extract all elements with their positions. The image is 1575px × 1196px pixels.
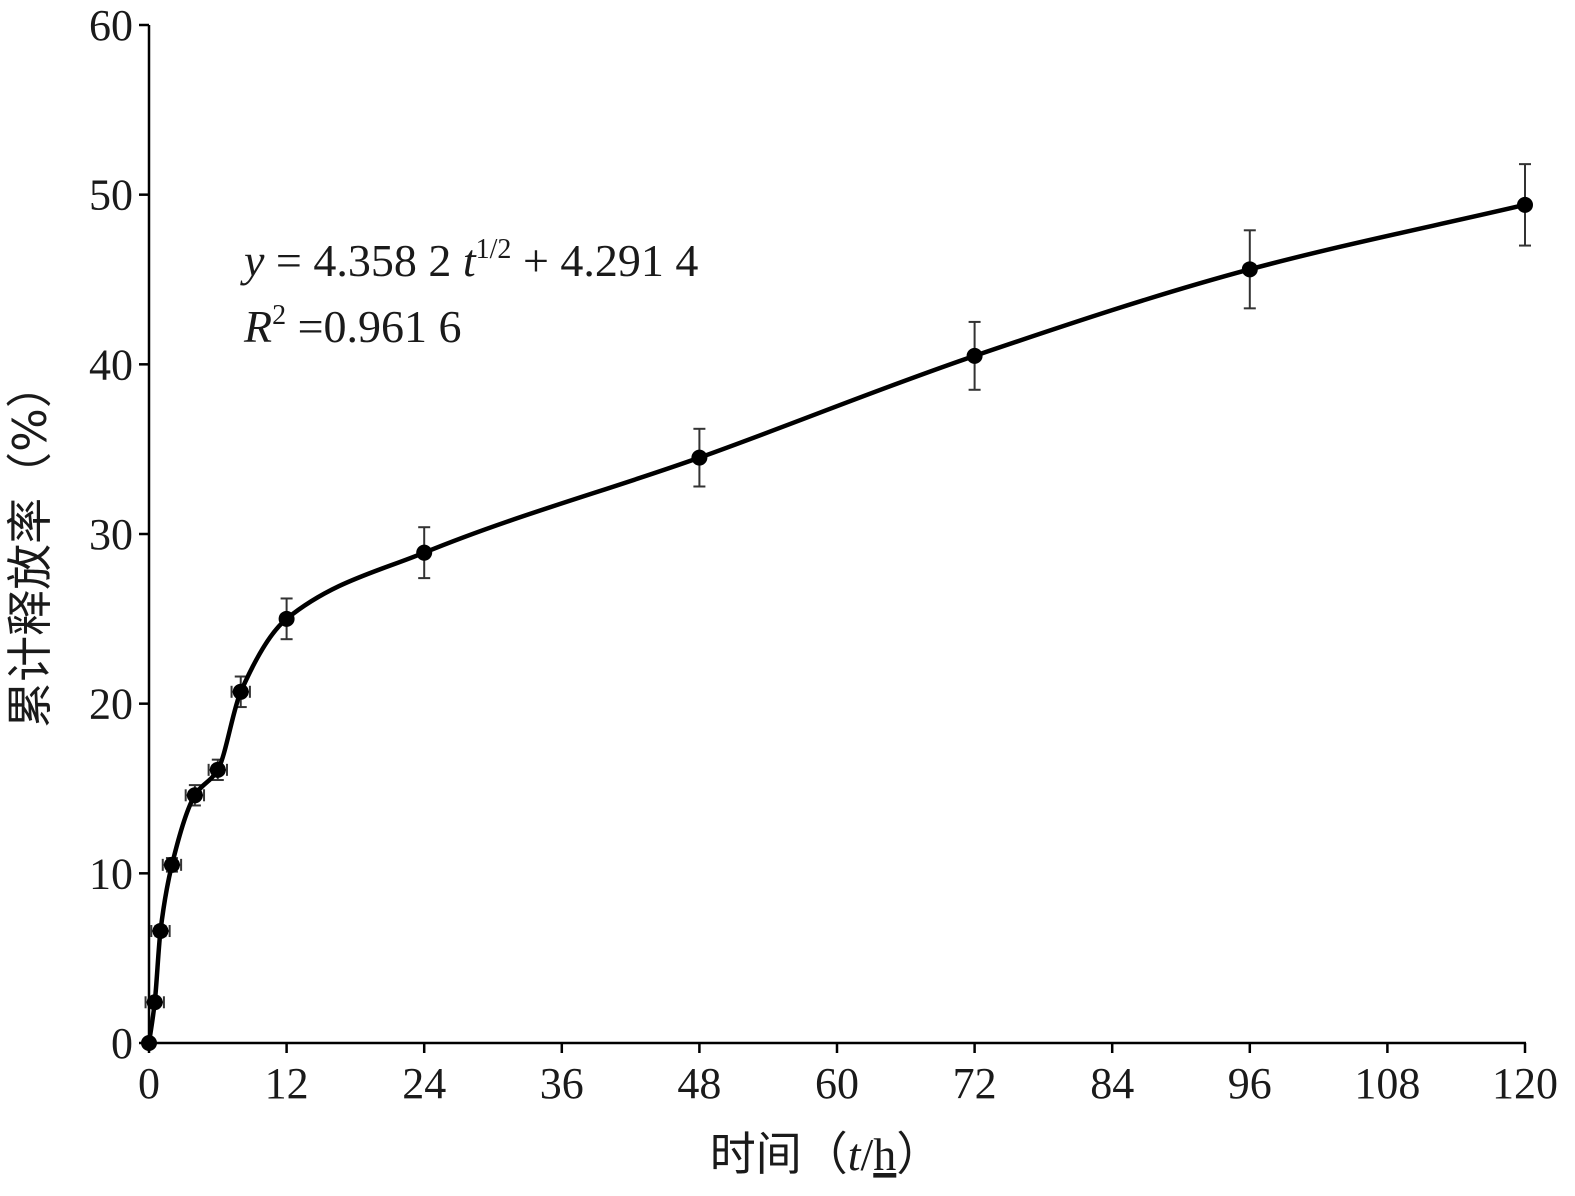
- data-point: [232, 683, 249, 700]
- data-point: [1517, 196, 1533, 213]
- x-tick-label: 12: [265, 1059, 309, 1108]
- data-points: [141, 196, 1533, 1051]
- x-tick-label: 96: [1228, 1059, 1272, 1108]
- y-tick-label: 30: [89, 510, 133, 559]
- data-point: [209, 761, 226, 778]
- x-tick-label: 48: [677, 1059, 721, 1108]
- data-point: [416, 544, 433, 561]
- data-point: [152, 923, 169, 940]
- y-tick-label: 10: [89, 849, 133, 898]
- data-point: [1241, 261, 1258, 278]
- x-axis-ticks: 0 12 24 36 48 60 72 84 96 108 120: [138, 1043, 1558, 1108]
- y-tick-label: 40: [89, 340, 133, 389]
- x-tick-label: 24: [402, 1059, 446, 1108]
- data-point: [691, 449, 708, 466]
- data-point: [278, 610, 295, 627]
- x-tick-label: 0: [138, 1059, 160, 1108]
- error-bars: [144, 163, 1531, 1009]
- x-axis-title: 时间（t/h）: [710, 1127, 943, 1181]
- data-point: [966, 347, 983, 364]
- y-tick-label: 20: [89, 680, 133, 729]
- x-tick-label: 84: [1090, 1059, 1134, 1108]
- fit-r-squared: R2 =0.961 6: [243, 300, 462, 352]
- y-tick-label: 0: [111, 1019, 133, 1068]
- x-tick-label: 72: [953, 1059, 997, 1108]
- y-tick-label: 50: [89, 171, 133, 220]
- y-tick-label: 60: [89, 1, 133, 50]
- y-axis-ticks: 0 10 20 30 40 50 60: [89, 1, 149, 1068]
- data-point: [141, 1035, 157, 1051]
- series-line: [146, 202, 1528, 1046]
- data-point: [163, 856, 180, 873]
- data-point: [146, 994, 163, 1011]
- y-axis-title: 累计释放率（%）: [3, 362, 57, 728]
- fit-equation: y = 4.358 2 t1/2 + 4.291 4: [240, 234, 698, 286]
- data-point: [186, 787, 203, 804]
- axes: [147, 25, 1526, 1045]
- x-tick-label: 60: [815, 1059, 859, 1108]
- x-tick-label: 120: [1492, 1059, 1558, 1108]
- fit-annotation: y = 4.358 2 t1/2 + 4.291 4 R2 =0.961 6: [240, 234, 698, 352]
- x-tick-label: 108: [1354, 1059, 1420, 1108]
- x-tick-label: 36: [540, 1059, 584, 1108]
